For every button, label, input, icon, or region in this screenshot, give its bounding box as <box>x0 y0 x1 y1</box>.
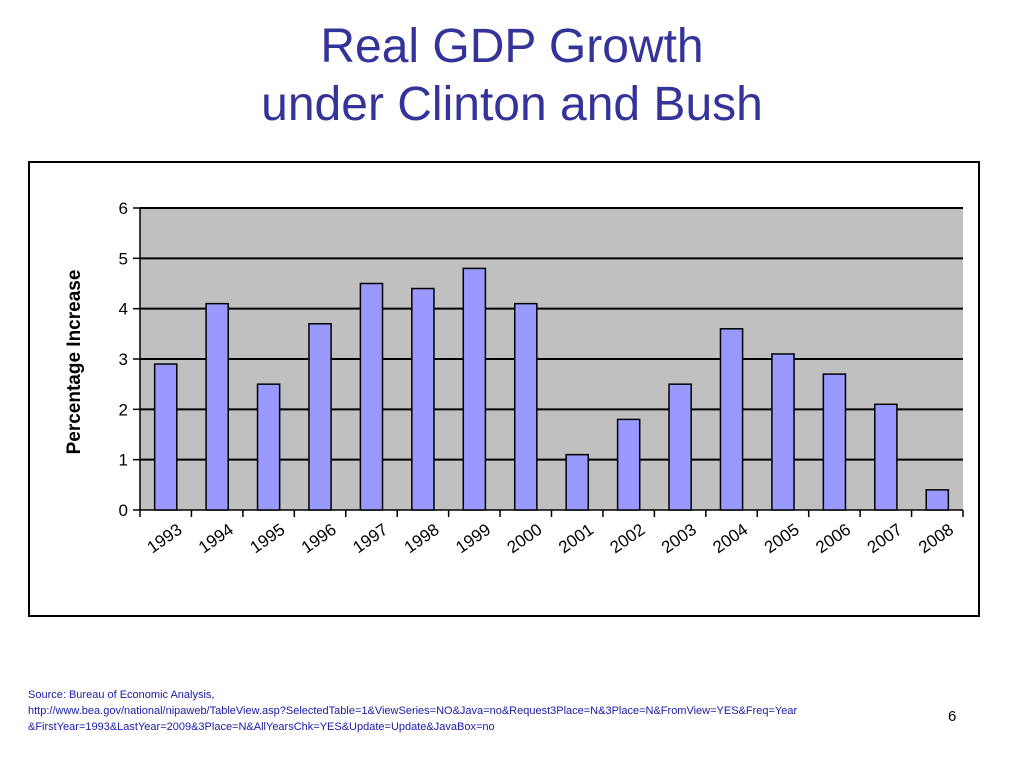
bar-2002 <box>616 418 641 511</box>
x-tick-label: 1994 <box>195 520 237 557</box>
y-tick-label: 2 <box>119 400 128 419</box>
bar-1998 <box>411 287 435 511</box>
bar-1996 <box>308 323 332 511</box>
bar-2004 <box>719 328 744 511</box>
x-tick-label: 2001 <box>555 520 597 557</box>
bar-2003 <box>668 383 692 511</box>
x-tick-label: 2006 <box>812 520 854 557</box>
source-line-1: Source: Bureau of Economic Analysis, <box>28 689 215 701</box>
bar-2008 <box>925 489 950 511</box>
x-tick-label: 2005 <box>761 520 803 557</box>
y-tick-label: 4 <box>119 300 128 319</box>
y-axis-title: Percentage Increase <box>64 270 85 455</box>
y-tick-label: 6 <box>119 199 128 218</box>
y-tick-label: 0 <box>119 501 128 520</box>
x-tick-label: 1998 <box>401 520 443 557</box>
y-tick-label: 5 <box>119 249 128 268</box>
chart-frame: 0 1 2 3 4 5 6 1993 1994 1995 1996 1997 1998 1999 2000 2… <box>28 161 980 617</box>
bar-1993 <box>153 363 178 511</box>
bar-1999 <box>462 267 487 511</box>
bar-2001 <box>565 453 590 511</box>
x-tick-label: 2002 <box>607 520 649 557</box>
slide-title-line-1: Real GDP Growth <box>320 20 704 73</box>
x-tick-label: 2004 <box>709 520 751 557</box>
source-url-line-1: http://www.bea.gov/national/nipaweb/Tabl… <box>28 705 798 717</box>
x-tick-label: 1997 <box>349 520 391 557</box>
bar-2005 <box>771 353 795 511</box>
y-tick-label: 1 <box>119 451 128 470</box>
x-tick-label: 2000 <box>504 520 546 557</box>
x-tick-label: 2003 <box>658 520 700 557</box>
y-tick-label: 3 <box>119 350 128 369</box>
x-tick-label: 1993 <box>144 520 186 557</box>
x-tick-label: 1996 <box>298 520 340 557</box>
bar-1997 <box>359 282 384 511</box>
source-url-line-2: &FirstYear=1993&LastYear=2009&3Place=N&A… <box>28 721 495 733</box>
x-tick-label: 2008 <box>915 520 957 557</box>
slide-title: Real GDP Growth under Clinton and Bush <box>0 18 1024 134</box>
bar-1995 <box>256 383 281 511</box>
bar-2000 <box>513 302 538 511</box>
slide-title-line-2: under Clinton and Bush <box>261 78 763 131</box>
x-tick-label: 1999 <box>452 520 494 557</box>
bar-2007 <box>874 403 898 511</box>
source-note: Source: Bureau of Economic Analysis, htt… <box>28 687 948 735</box>
bar-2006 <box>822 373 847 511</box>
x-tick-label: 1995 <box>246 520 288 557</box>
page-number: 6 <box>948 708 957 725</box>
bar-1994 <box>205 302 229 511</box>
x-tick-label: 2007 <box>864 520 906 557</box>
